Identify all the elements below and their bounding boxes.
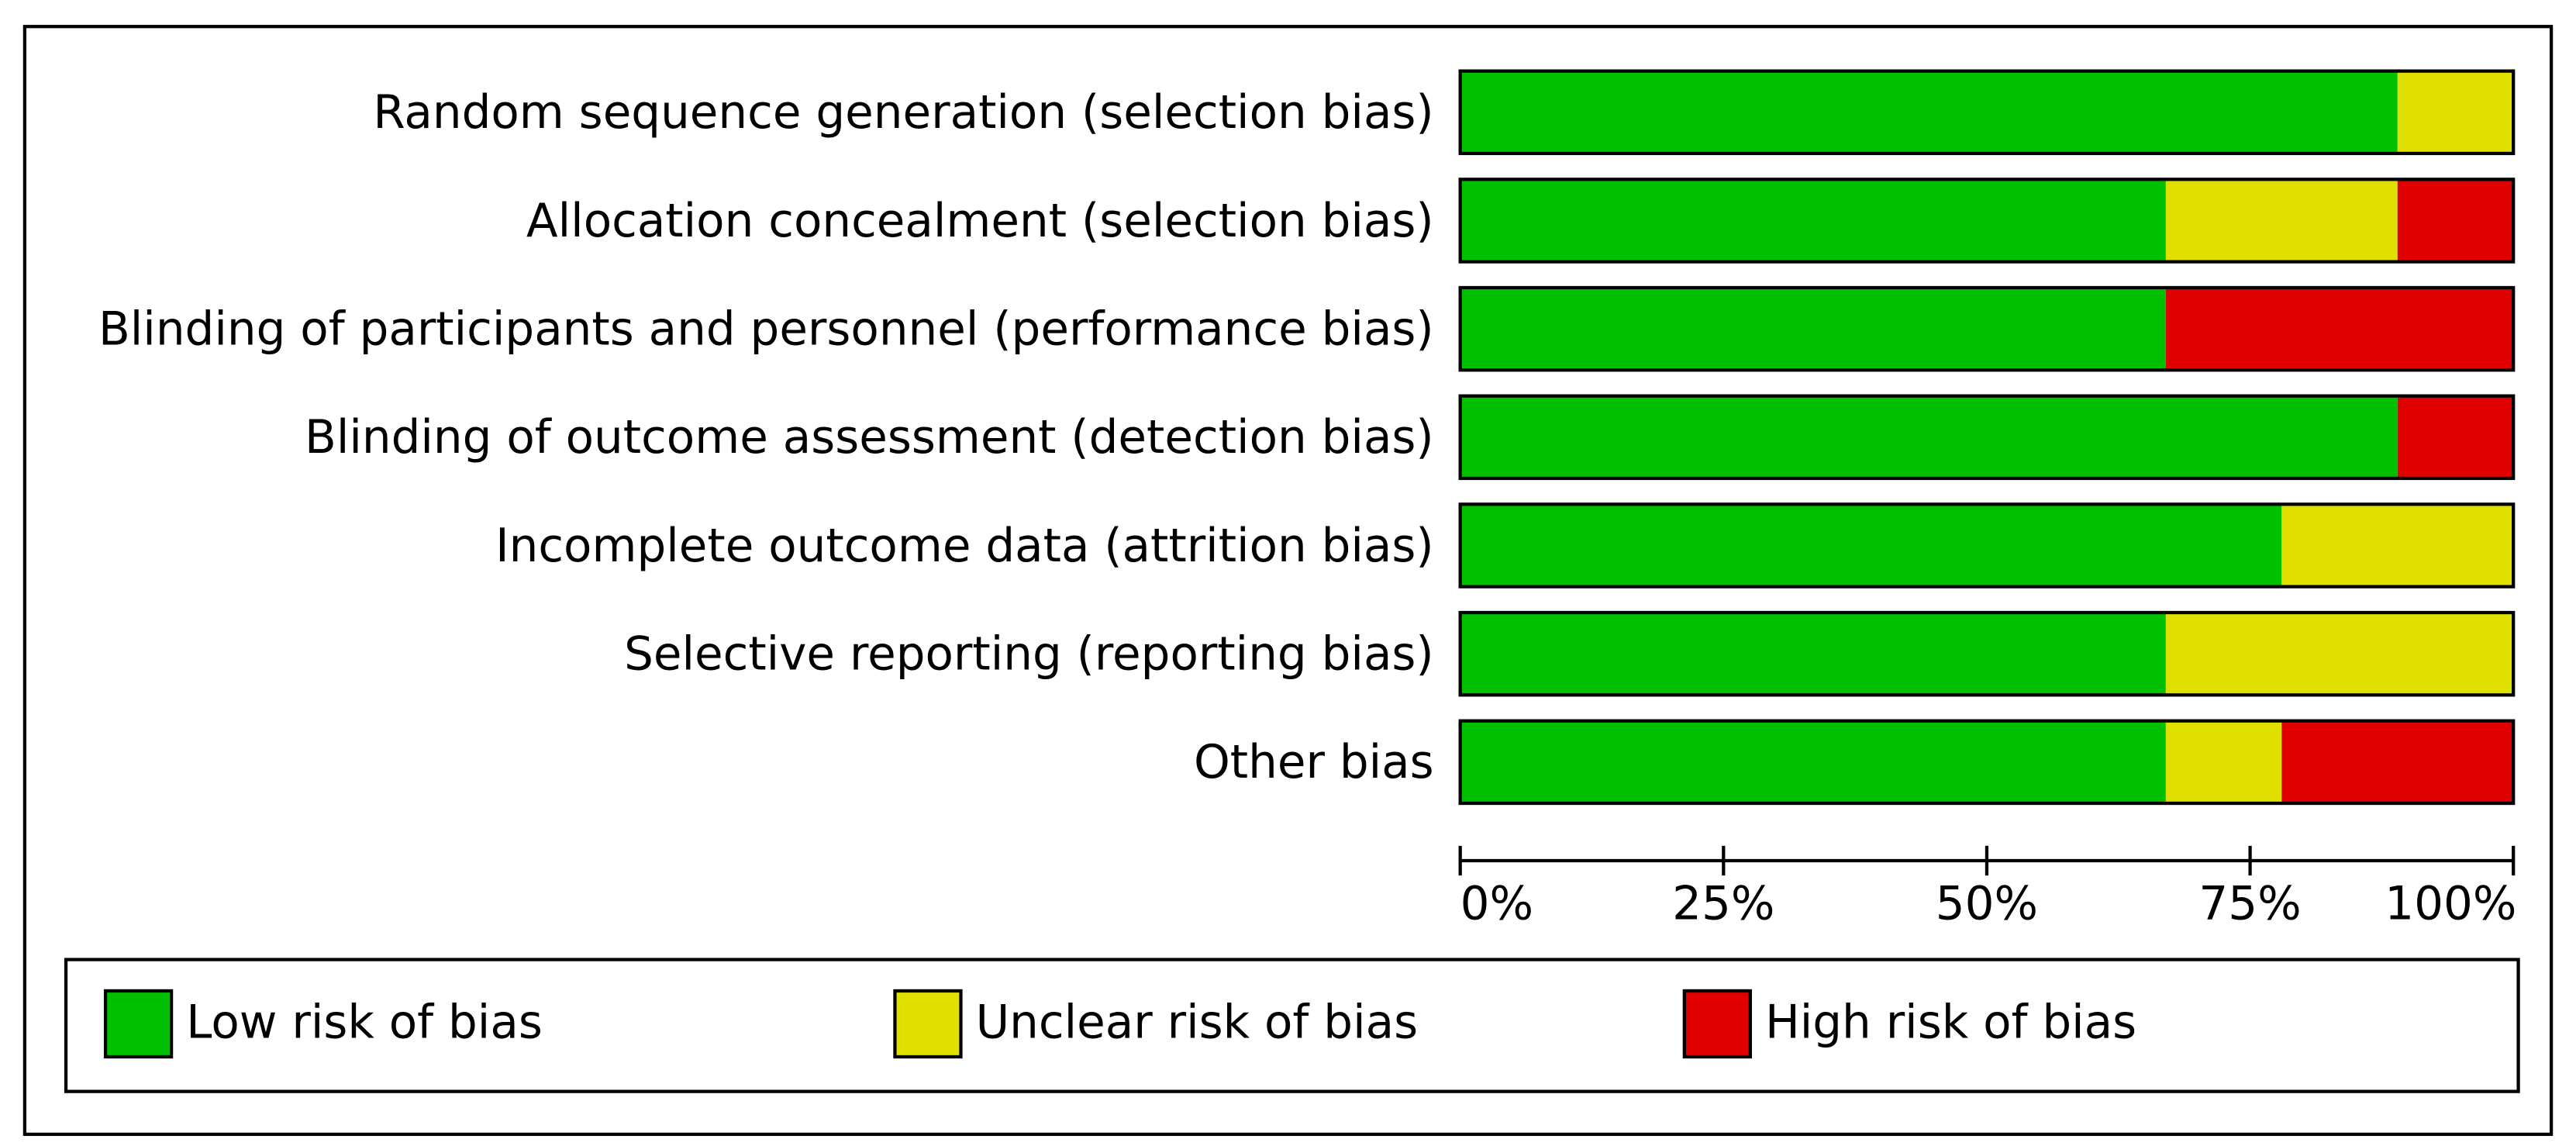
bar-segment — [2397, 395, 2514, 478]
bar-outline — [1458, 394, 2516, 481]
bar-segment — [2165, 613, 2514, 696]
bar-segment — [2281, 720, 2514, 804]
x-tick-label: 50% — [1936, 878, 2038, 931]
legend-label: High risk of bias — [1765, 996, 2136, 1050]
bar-segment — [2281, 504, 2514, 587]
category-label: Other bias — [1194, 736, 1434, 789]
legend-box — [64, 958, 2520, 1093]
category-label: Random sequence generation (selection bi… — [373, 86, 1433, 140]
category-label: Allocation concealment (selection bias) — [526, 195, 1434, 248]
category-label: Blinding of outcome assessment (detectio… — [305, 411, 1434, 464]
category-label: Incomplete outcome data (attrition bias) — [495, 519, 1434, 573]
bar-segment — [1460, 71, 2398, 154]
x-tick-label: 75% — [2198, 878, 2301, 931]
bar-segment — [1460, 504, 2282, 587]
legend-swatch — [893, 989, 963, 1059]
bar-segment — [1460, 613, 2166, 696]
category-label: Selective reporting (reporting bias) — [624, 628, 1434, 682]
bar-outline — [1458, 502, 2516, 589]
legend-swatch — [103, 989, 174, 1059]
x-tick-label: 100% — [2385, 878, 2516, 931]
bar-outline — [1458, 285, 2516, 372]
bar-segment — [1460, 720, 2166, 804]
bar-segment — [1460, 395, 2398, 478]
bar-segment — [2397, 179, 2514, 262]
x-tick-label: 25% — [1672, 878, 1774, 931]
frame — [22, 25, 2554, 1137]
bar-outline — [1458, 178, 2516, 264]
legend-swatch — [1682, 989, 1752, 1059]
category-label: Blinding of participants and personnel (… — [98, 302, 1434, 356]
bar-outline — [1458, 610, 2516, 697]
legend-label: Low risk of bias — [186, 996, 543, 1050]
bar-outline — [1458, 719, 2516, 806]
bar-segment — [2165, 720, 2282, 804]
bar-outline — [1458, 69, 2516, 156]
x-tick-label: 0% — [1460, 878, 1533, 931]
bar-segment — [1460, 179, 2166, 262]
bar-segment — [1460, 287, 2166, 371]
bar-segment — [2165, 287, 2514, 371]
legend-label: Unclear risk of bias — [976, 996, 1418, 1050]
bar-segment — [2397, 71, 2514, 154]
bar-segment — [2165, 179, 2398, 262]
